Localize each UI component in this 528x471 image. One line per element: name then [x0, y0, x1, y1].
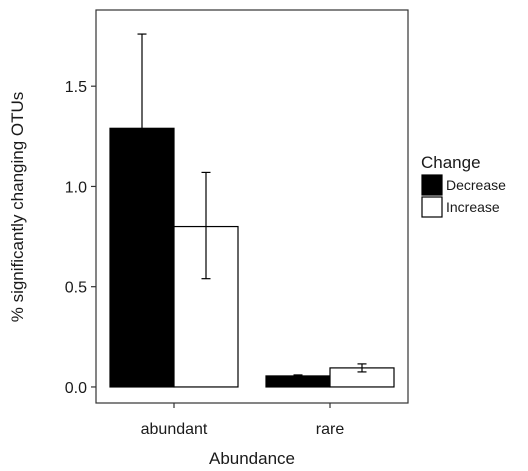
y-axis: 0.0 0.5 1.0 1.5 [65, 79, 96, 397]
legend-title: Change [421, 153, 481, 172]
y-tick-label: 0.5 [65, 280, 87, 297]
y-axis-title: % significantly changing OTUs [8, 92, 27, 323]
legend-swatch [421, 174, 443, 196]
y-tick-label: 1.5 [65, 79, 87, 96]
y-tick-label: 0.0 [65, 380, 87, 397]
x-axis-title: Abundance [209, 449, 295, 468]
x-tick-label: abundant [141, 421, 208, 438]
legend-label: Increase [446, 199, 500, 215]
error-bars [137, 33, 367, 378]
x-axis: abundant rare [141, 403, 345, 438]
legend-swatch [421, 196, 443, 218]
x-tick-label: rare [316, 421, 345, 438]
legend: Change Decrease Increase [421, 153, 506, 218]
bar [265, 375, 331, 388]
legend-label: Decrease [446, 177, 506, 193]
y-tick-label: 1.0 [65, 179, 87, 196]
